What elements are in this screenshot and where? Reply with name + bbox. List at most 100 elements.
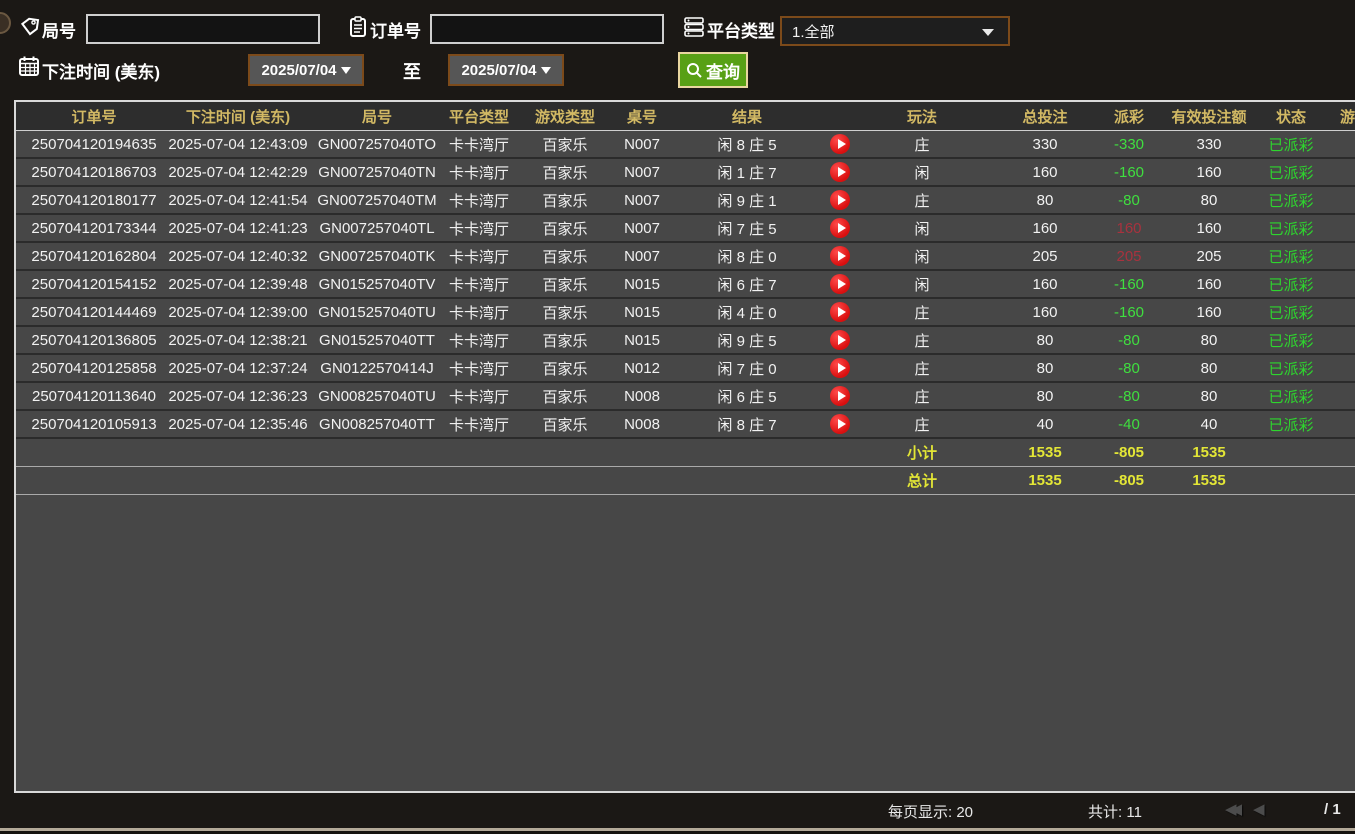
cell-result: 闲 7 庄 0 [717, 360, 777, 378]
play-video-button[interactable] [830, 386, 850, 406]
table-row[interactable]: 250704120144469 2025-07-04 12:39:00 GN0152… [16, 299, 1355, 327]
cell-order: 250704120186703 [31, 163, 157, 181]
play-video-button[interactable] [830, 134, 850, 154]
cell-round: GN008257040TU [318, 387, 436, 405]
play-video-button[interactable] [830, 218, 850, 238]
table-row[interactable]: 250704120113640 2025-07-04 12:36:23 GN0082… [16, 383, 1355, 411]
cell-payout: 160 [1116, 219, 1142, 237]
cell-total_bet: 40 [1036, 415, 1054, 433]
query-form: 局号 订单号 平台类型 1.全部 下注时间 (美东) 2025/07/04 至 … [0, 0, 1355, 100]
table-header-cell: 结果 [731, 108, 762, 126]
first-page-button[interactable]: ◀◀ [1225, 801, 1242, 818]
play-video-button[interactable] [830, 330, 850, 350]
cell-valid_bet: 160 [1196, 303, 1222, 321]
table-row[interactable]: 250704120125858 2025-07-04 12:37:24 GN0122… [16, 355, 1355, 383]
query-button[interactable]: 查询 [678, 52, 748, 88]
table-row[interactable]: 250704120180177 2025-07-04 12:41:54 GN0072… [16, 187, 1355, 215]
cell-table_no: N015 [624, 275, 660, 293]
query-button-label: 查询 [706, 62, 740, 82]
date-from-value: 2025/07/04 [261, 61, 337, 79]
date-to-picker[interactable]: 2025/07/04 [448, 54, 564, 86]
table-header-row: 订单号 下注时间 (美东) 局号 平台类型 游戏类型 桌号 结果 玩法 总投注 派彩 有效投注额 状态… [16, 102, 1355, 131]
platform-type-selected-value: 1.全部 [792, 23, 835, 41]
cell-round: GN007257040TM [317, 191, 437, 209]
cell-status: 已派彩 [1268, 164, 1314, 182]
result-cell-play [824, 358, 856, 378]
chevron-down-icon [340, 66, 351, 74]
table-header-cell: 玩法 [906, 108, 937, 126]
cell-status: 已派彩 [1268, 136, 1314, 154]
cell-order: 250704120125858 [31, 359, 157, 377]
cell-payout: -330 [1113, 135, 1145, 153]
cell-order: 250704120180177 [31, 191, 157, 209]
grand-total-row-valid_bet: 1535 [1192, 472, 1226, 489]
cell-result: 闲 9 庄 1 [717, 192, 777, 210]
cell-game: 百家乐 [542, 360, 588, 378]
table-row[interactable]: 250704120154152 2025-07-04 12:39:48 GN0152… [16, 271, 1355, 299]
prev-page-button[interactable]: ◀ [1253, 801, 1265, 818]
cell-total_bet: 330 [1032, 135, 1058, 153]
result-cell-play [824, 330, 856, 350]
cell-valid_bet: 80 [1200, 191, 1218, 209]
cell-total_bet: 80 [1036, 387, 1054, 405]
cell-table_no: N007 [624, 247, 660, 265]
cell-result: 闲 6 庄 5 [717, 388, 777, 406]
clipboard-icon [348, 16, 368, 38]
platform-type-select[interactable]: 1.全部 [780, 16, 1010, 46]
cell-order: 250704120154152 [31, 275, 157, 293]
grand-total-row-label: 总计 [906, 473, 937, 490]
play-video-button[interactable] [830, 358, 850, 378]
cell-status: 已派彩 [1268, 192, 1314, 210]
table-row[interactable]: 250704120105913 2025-07-04 12:35:46 GN0082… [16, 411, 1355, 439]
date-from-picker[interactable]: 2025/07/04 [248, 54, 364, 86]
result-cell-play [824, 246, 856, 266]
cell-status: 已派彩 [1268, 248, 1314, 266]
cell-valid_bet: 160 [1196, 163, 1222, 181]
play-video-button[interactable] [830, 190, 850, 210]
cell-play: 闲 [914, 220, 930, 238]
cell-time: 2025-07-04 12:41:23 [168, 219, 308, 237]
cell-valid_bet: 80 [1200, 359, 1218, 377]
cell-game: 百家乐 [542, 164, 588, 182]
bottom-window-shadow [0, 831, 1355, 834]
cell-round: GN007257040TN [318, 163, 436, 181]
cell-table_no: N015 [624, 331, 660, 349]
cell-platform: 卡卡湾厅 [448, 360, 509, 378]
play-video-button[interactable] [830, 246, 850, 266]
cell-time: 2025-07-04 12:36:23 [168, 387, 308, 405]
cell-table_no: N007 [624, 219, 660, 237]
cell-order: 250704120173344 [31, 219, 157, 237]
play-video-button[interactable] [830, 414, 850, 434]
table-row[interactable]: 250704120173344 2025-07-04 12:41:23 GN0072… [16, 215, 1355, 243]
table-row[interactable]: 250704120162804 2025-07-04 12:40:32 GN0072… [16, 243, 1355, 271]
cell-table_no: N007 [624, 135, 660, 153]
date-range-to-label: 至 [403, 62, 421, 82]
cell-order: 250704120144469 [31, 303, 157, 321]
subtotal-row-label: 小计 [906, 445, 937, 462]
cell-order: 250704120136805 [31, 331, 157, 349]
cell-time: 2025-07-04 12:42:29 [168, 163, 308, 181]
cell-payout: 205 [1116, 247, 1142, 265]
cell-platform: 卡卡湾厅 [448, 332, 509, 350]
table-row[interactable]: 250704120194635 2025-07-04 12:43:09 GN0072… [16, 131, 1355, 159]
play-video-button[interactable] [830, 274, 850, 294]
cell-result: 闲 9 庄 5 [717, 332, 777, 350]
play-video-button[interactable] [830, 302, 850, 322]
cell-valid_bet: 80 [1200, 387, 1218, 405]
round-number-input[interactable] [86, 14, 320, 44]
play-video-button[interactable] [830, 162, 850, 182]
cell-platform: 卡卡湾厅 [448, 136, 509, 154]
table-row[interactable]: 250704120186703 2025-07-04 12:42:29 GN0072… [16, 159, 1355, 187]
table-body: 250704120194635 2025-07-04 12:43:09 GN0072… [16, 131, 1355, 495]
cell-round: GN0122570414J [320, 359, 434, 377]
cell-payout: -80 [1118, 359, 1140, 377]
table-row[interactable]: 250704120136805 2025-07-04 12:38:21 GN0152… [16, 327, 1355, 355]
cell-time: 2025-07-04 12:43:09 [168, 135, 308, 153]
page-total-label: / 1 [1324, 801, 1341, 818]
cell-result: 闲 1 庄 7 [717, 164, 777, 182]
total-count-label: 共计: 11 [1088, 804, 1142, 821]
cell-game: 百家乐 [542, 388, 588, 406]
cell-play: 闲 [914, 164, 930, 182]
cell-payout: -160 [1113, 275, 1145, 293]
order-number-input[interactable] [430, 14, 664, 44]
